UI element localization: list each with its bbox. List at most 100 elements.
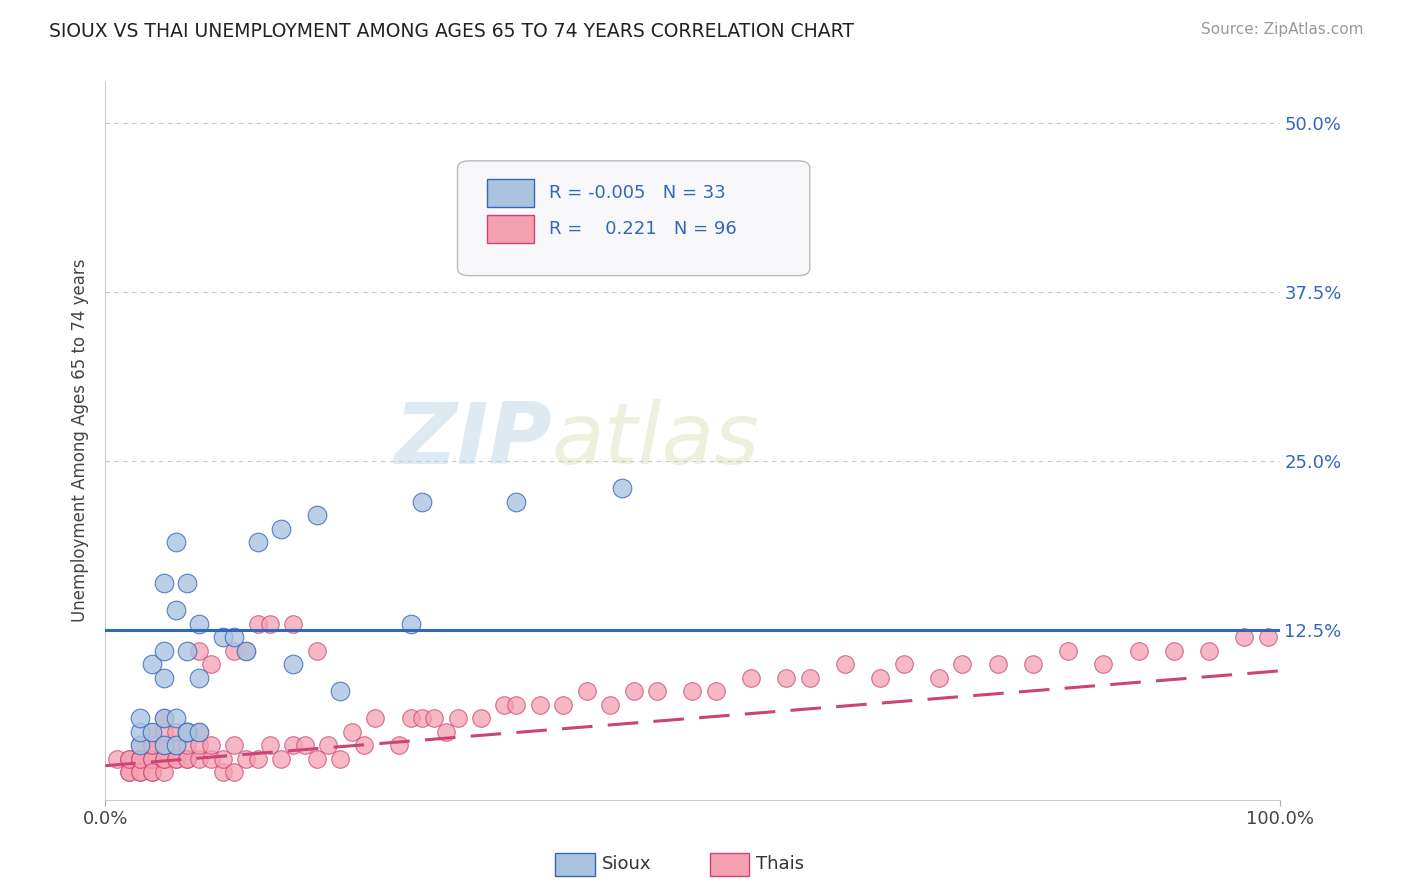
Point [1163, 643, 1185, 657]
Point [141, 724, 163, 739]
Point [294, 739, 316, 753]
Point [259, 739, 281, 753]
Point [270, 752, 292, 766]
Point [494, 698, 516, 712]
Point [423, 711, 446, 725]
Point [364, 711, 387, 725]
Point [176, 724, 198, 739]
Point [118, 765, 141, 780]
Point [1233, 630, 1256, 644]
Point [129, 765, 152, 780]
Point [141, 752, 163, 766]
Point [153, 739, 176, 753]
Point [411, 711, 433, 725]
Point [340, 724, 363, 739]
Point [1022, 657, 1045, 672]
Point [446, 711, 468, 725]
Point [987, 657, 1010, 672]
Point [165, 752, 187, 766]
Point [246, 535, 269, 549]
Point [246, 616, 269, 631]
Point [176, 724, 198, 739]
Point [176, 752, 198, 766]
Point [505, 494, 527, 508]
Point [1128, 643, 1150, 657]
Text: Source: ZipAtlas.com: Source: ZipAtlas.com [1201, 22, 1364, 37]
Point [799, 671, 821, 685]
Point [141, 739, 163, 753]
Point [505, 698, 527, 712]
Point [305, 643, 328, 657]
Point [165, 752, 187, 766]
Point [775, 671, 797, 685]
Point [224, 630, 246, 644]
Text: Sioux: Sioux [602, 855, 651, 873]
Point [281, 657, 304, 672]
Point [153, 765, 176, 780]
Point [153, 711, 176, 725]
Point [129, 739, 152, 753]
Point [129, 752, 152, 766]
Point [281, 616, 304, 631]
Point [869, 671, 891, 685]
Point [141, 739, 163, 753]
Point [740, 671, 762, 685]
Point [952, 657, 974, 672]
Point [118, 752, 141, 766]
Point [200, 657, 222, 672]
Point [529, 698, 551, 712]
Point [681, 684, 703, 698]
Point [1092, 657, 1115, 672]
Point [165, 739, 187, 753]
Point [305, 508, 328, 523]
Point [235, 643, 257, 657]
Point [141, 765, 163, 780]
Point [211, 765, 233, 780]
Point [399, 616, 422, 631]
Point [553, 698, 575, 712]
Point [1198, 643, 1220, 657]
Point [153, 671, 176, 685]
Point [318, 739, 340, 753]
Point [834, 657, 856, 672]
Point [928, 671, 950, 685]
Point [153, 643, 176, 657]
Point [105, 752, 128, 766]
Point [329, 684, 352, 698]
Point [411, 494, 433, 508]
Point [141, 752, 163, 766]
Point [176, 739, 198, 753]
Point [141, 724, 163, 739]
Point [153, 711, 176, 725]
Point [1257, 630, 1279, 644]
FancyBboxPatch shape [486, 215, 534, 244]
Point [188, 739, 211, 753]
Point [176, 643, 198, 657]
Point [434, 724, 457, 739]
Text: atlas: atlas [551, 400, 759, 483]
Point [188, 724, 211, 739]
Point [188, 643, 211, 657]
Point [141, 765, 163, 780]
Point [235, 643, 257, 657]
Point [129, 711, 152, 725]
Point [246, 752, 269, 766]
Point [305, 752, 328, 766]
Point [623, 684, 645, 698]
Point [165, 739, 187, 753]
Text: Thais: Thais [756, 855, 804, 873]
Point [141, 657, 163, 672]
Point [224, 643, 246, 657]
Point [129, 739, 152, 753]
Point [224, 739, 246, 753]
Point [153, 724, 176, 739]
Point [259, 616, 281, 631]
Point [200, 752, 222, 766]
Text: ZIP: ZIP [394, 400, 551, 483]
Y-axis label: Unemployment Among Ages 65 to 74 years: Unemployment Among Ages 65 to 74 years [72, 259, 89, 623]
Point [165, 535, 187, 549]
Point [153, 752, 176, 766]
Point [165, 603, 187, 617]
Text: R = -0.005   N = 33: R = -0.005 N = 33 [550, 184, 725, 202]
Point [118, 765, 141, 780]
